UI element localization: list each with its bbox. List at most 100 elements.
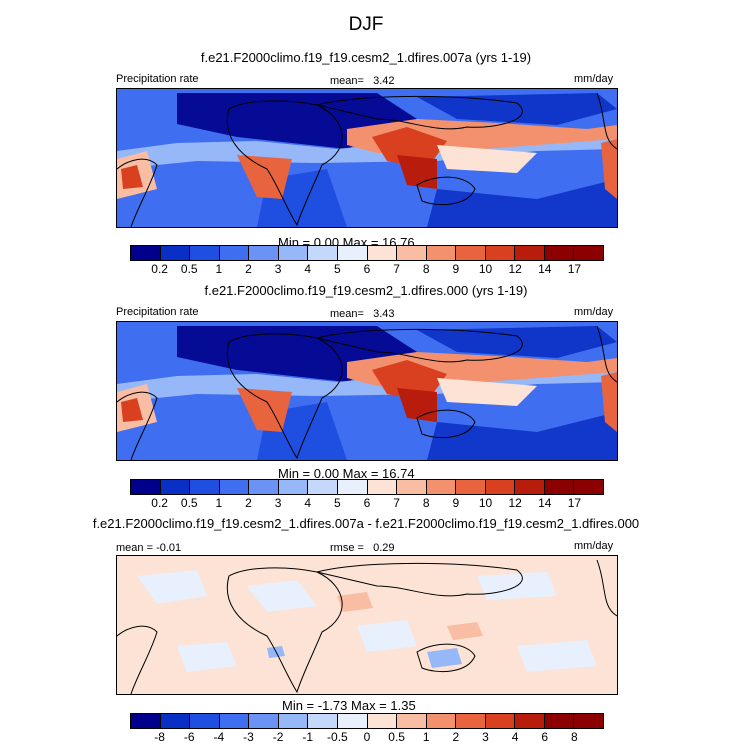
panel1-cbar-swatch bbox=[426, 246, 457, 260]
panel1-tick: 1 bbox=[215, 262, 223, 276]
panel1-tick: 2 bbox=[245, 262, 252, 276]
panel1-tick: 3 bbox=[274, 262, 282, 276]
season-title: DJF bbox=[348, 14, 384, 35]
panel2-map bbox=[116, 321, 618, 461]
panel3-ticks: -8 -6 -4 -3 -2 -1 -0.5 0 0.5 1 2 3 4 6 8 bbox=[130, 730, 604, 746]
panel3-tick: 3 bbox=[482, 730, 489, 744]
panel2-colorbar bbox=[130, 479, 604, 495]
panel1-cbar-swatch bbox=[219, 246, 250, 260]
panel1-tick: 17 bbox=[567, 262, 582, 276]
panel3-cbar-swatch bbox=[308, 714, 338, 728]
panel1-tick: 4 bbox=[304, 262, 312, 276]
panel3-cbar-swatch bbox=[219, 714, 250, 728]
panel1-tick: 7 bbox=[393, 262, 400, 276]
panel3-cbar-swatch bbox=[337, 714, 368, 728]
panel3-units: mm/day bbox=[574, 540, 614, 552]
panel3-cbar-swatch bbox=[485, 714, 516, 728]
panel3-tick: 0.5 bbox=[388, 730, 405, 744]
panel3-cbar-swatch bbox=[456, 714, 486, 728]
panel1-cbar-swatch bbox=[367, 246, 398, 260]
panel3-tick: 8 bbox=[571, 730, 578, 744]
panel1-tick: 8 bbox=[422, 262, 430, 276]
panel1-variable: Precipitation rate bbox=[116, 73, 199, 85]
panel2-title: f.e21.F2000climo.f19_f19.cesm2_1.dfires.… bbox=[204, 283, 528, 298]
panel1-mean-label: mean= bbox=[330, 75, 364, 87]
panel3-cbar-swatch bbox=[367, 714, 398, 728]
panel2-tick: 14 bbox=[538, 496, 552, 510]
panel2-cbar-swatch bbox=[337, 480, 368, 494]
panel1-tick: 14 bbox=[538, 262, 552, 276]
panel1-cbar-swatch bbox=[515, 246, 545, 260]
panel1-cbar-swatch bbox=[574, 246, 603, 260]
panel3-cbar-swatch bbox=[190, 714, 220, 728]
panel1-cbar-swatch bbox=[544, 246, 575, 260]
panel2-cbar-swatch bbox=[278, 480, 309, 494]
panel3-mean-value: -0.01 bbox=[156, 542, 182, 554]
panel3-rmse-label: rmse = bbox=[330, 542, 364, 554]
panel3-cbar-swatch bbox=[131, 714, 161, 728]
panel2-mean-label: mean= bbox=[330, 308, 364, 320]
panel3-cbar-swatch bbox=[574, 714, 603, 728]
panel1-tick: 0.2 bbox=[151, 262, 168, 276]
panel1-map-svg bbox=[117, 89, 617, 227]
panel1-cbar-swatch bbox=[278, 246, 309, 260]
panel2-cbar-swatch bbox=[397, 480, 427, 494]
panel2-cbar-swatch bbox=[485, 480, 516, 494]
panel2-tick: 1 bbox=[215, 496, 223, 510]
panel1-cbar-swatch bbox=[337, 246, 368, 260]
panel1-units: mm/day bbox=[574, 73, 614, 85]
panel3-tick: 6 bbox=[541, 730, 549, 744]
panel1-cbar-swatch bbox=[160, 246, 191, 260]
panel3-map bbox=[116, 555, 618, 695]
panel3-tick: -8 bbox=[154, 730, 165, 744]
panel3-tick: 0 bbox=[363, 730, 371, 744]
panel1-tick: 9 bbox=[452, 262, 460, 276]
panel3-map-svg bbox=[117, 556, 617, 694]
panel3-cbar-swatch bbox=[397, 714, 427, 728]
panel3-tick: -4 bbox=[213, 730, 225, 744]
panel3-title: f.e21.F2000climo.f19_f19.cesm2_1.dfires.… bbox=[92, 516, 640, 531]
panel2-tick: 8 bbox=[422, 496, 430, 510]
panel3-tick: -6 bbox=[183, 730, 195, 744]
panel2-tick: 5 bbox=[334, 496, 341, 510]
panel2-cbar-swatch bbox=[190, 480, 220, 494]
panel1-title: f.e21.F2000climo.f19_f19.cesm2_1.dfires.… bbox=[200, 50, 532, 65]
panel3-cbar-swatch bbox=[249, 714, 279, 728]
panel1-mean: mean= 3.42 bbox=[330, 75, 395, 87]
panel2-mean: mean= 3.43 bbox=[330, 308, 395, 320]
panel2-cbar-swatch bbox=[544, 480, 575, 494]
panel2-cbar-swatch bbox=[367, 480, 398, 494]
panel3-tick: -3 bbox=[243, 730, 254, 744]
panel2-cbar-swatch bbox=[249, 480, 279, 494]
panel3-cbar-swatch bbox=[515, 714, 545, 728]
panel2-ticks: 0.2 0.5 1 2 3 4 5 6 7 8 9 10 12 14 17 bbox=[130, 496, 604, 512]
panel3-tick: 4 bbox=[511, 730, 519, 744]
panel1-tick: 12 bbox=[508, 262, 522, 276]
panel1-map bbox=[116, 88, 618, 228]
panel3-minmax: Min = -1.73 Max = 1.35 bbox=[282, 698, 416, 713]
panel1-cbar-swatch bbox=[397, 246, 427, 260]
panel1-tick: 5 bbox=[334, 262, 341, 276]
panel2-tick: 12 bbox=[508, 496, 522, 510]
panel3-tick: -1 bbox=[302, 730, 314, 744]
panel2-tick: 6 bbox=[363, 496, 371, 510]
panel3-cbar-swatch bbox=[160, 714, 191, 728]
panel2-tick: 0.5 bbox=[180, 496, 198, 510]
panel3-rmse-value: 0.29 bbox=[373, 542, 395, 554]
panel2-tick: 0.2 bbox=[151, 496, 168, 510]
panel3-cbar-swatch bbox=[426, 714, 457, 728]
panel1-tick: 0.5 bbox=[180, 262, 198, 276]
panel1-cbar-swatch bbox=[190, 246, 220, 260]
panel2-cbar-swatch bbox=[131, 480, 161, 494]
panel2-tick: 17 bbox=[567, 496, 582, 510]
panel3-tick: -2 bbox=[272, 730, 284, 744]
panel3-tick: 1 bbox=[422, 730, 430, 744]
panel2-cbar-swatch bbox=[160, 480, 191, 494]
panel3-cbar-swatch bbox=[544, 714, 575, 728]
panel2-map-svg bbox=[117, 322, 617, 460]
panel3-tick: -0.5 bbox=[327, 730, 348, 744]
panel2-tick: 4 bbox=[304, 496, 312, 510]
panel1-cbar-swatch bbox=[131, 246, 161, 260]
panel2-cbar-swatch bbox=[308, 480, 338, 494]
panel1-cbar-swatch bbox=[485, 246, 516, 260]
